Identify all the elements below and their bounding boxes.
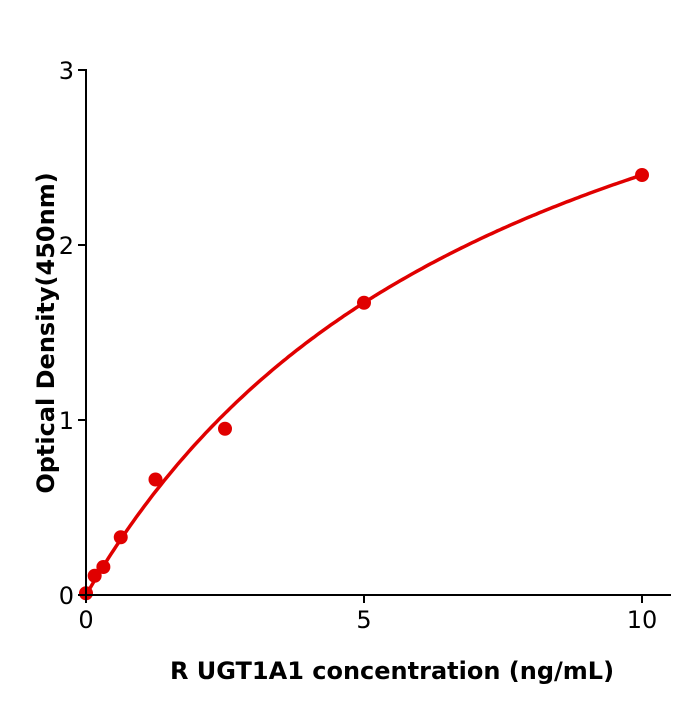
data-point — [148, 472, 163, 487]
data-point — [113, 530, 128, 545]
data-point — [218, 421, 232, 436]
fit-curve-layer — [84, 173, 643, 596]
data-point — [87, 568, 102, 583]
data-point — [357, 295, 371, 310]
y-ticks: 0 1 2 3 — [59, 57, 86, 610]
y-tick-label: 1 — [59, 407, 74, 435]
x-ticks: 0 5 10 — [78, 595, 657, 634]
y-tick-label: 0 — [59, 582, 74, 610]
x-tick-label: 10 — [627, 606, 658, 634]
x-tick-label: 5 — [356, 606, 371, 634]
data-point — [635, 168, 649, 182]
y-tick-label: 2 — [59, 232, 74, 260]
y-axis-label: Optical Density(450nm) — [32, 172, 60, 493]
data-points — [79, 168, 649, 601]
x-tick-label: 0 — [78, 606, 93, 634]
fit-curve — [84, 173, 643, 596]
x-axis-label: R UGT1A1 concentration (ng/mL) — [170, 657, 614, 685]
data-point — [96, 560, 111, 574]
y-tick-label: 3 — [59, 57, 74, 85]
